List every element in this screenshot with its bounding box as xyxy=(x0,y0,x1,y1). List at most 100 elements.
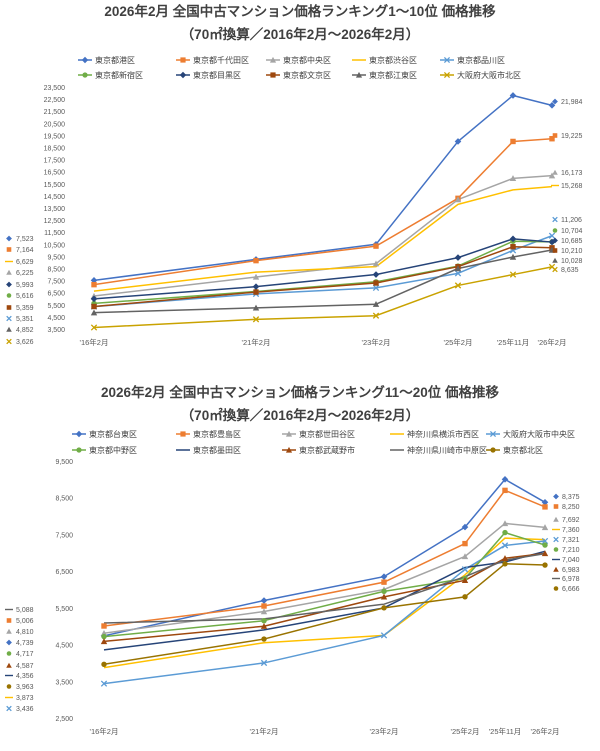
chart2-start-marker xyxy=(6,628,12,634)
chart2-data-point xyxy=(501,520,509,527)
chart1-y-tick-label: 19,500 xyxy=(44,133,66,140)
chart1-end-marker xyxy=(552,266,558,273)
chart2-series-line xyxy=(103,522,546,634)
chart2-title: 2026年2月 全国中古マンション価格ランキング11～20位 価格推移 xyxy=(101,384,499,400)
chart2-data-point xyxy=(260,659,268,667)
chart1-data-point xyxy=(252,273,260,280)
chart2-data-point xyxy=(501,476,509,483)
chart1-group: 3,500 4,500 5,500 6,500 7,500 8,500 9,500 10,50… xyxy=(5,55,583,347)
chart2-legend-marker xyxy=(285,430,293,437)
chart1-end-data-label: 21,984 xyxy=(561,99,583,106)
chart2-x-tick-label: '25年2月 xyxy=(451,726,480,736)
chart2-data-point xyxy=(461,566,469,573)
chart1-legend-marker xyxy=(179,71,187,79)
chart1-data-point xyxy=(548,238,556,246)
chart2-start-marker xyxy=(6,639,12,646)
chart1-y-tick-label: 5,500 xyxy=(47,303,65,310)
chart2-data-point xyxy=(542,504,548,510)
chart2-data-point xyxy=(100,680,108,687)
chart2-legend-label: 東京都台東区 xyxy=(89,429,137,439)
chart1-data-point xyxy=(548,102,556,109)
chart1-data-point xyxy=(253,257,259,264)
chart1-end-data-label: 15,268 xyxy=(561,183,583,190)
chart2-start-data-label: 4,356 xyxy=(16,673,34,680)
chart1-start-marker xyxy=(6,305,12,310)
chart2-series-line xyxy=(103,478,546,637)
chart1-data-point xyxy=(90,295,98,303)
chart1-start-data-label: 5,993 xyxy=(16,282,34,289)
chart2-data-point xyxy=(462,594,468,600)
chart2-y-tick-label: 4,500 xyxy=(55,643,73,650)
chart1-data-point xyxy=(373,280,379,286)
chart1-data-point xyxy=(454,270,462,277)
chart1-start-marker xyxy=(6,281,12,288)
chart1-end-data-label: 10,028 xyxy=(561,258,583,265)
chart1-y-tick-label: 22,500 xyxy=(44,97,66,104)
chart1-y-tick-label: 21,500 xyxy=(44,109,66,116)
chart2-end-marker xyxy=(553,586,559,591)
chart2-data-point xyxy=(502,561,508,567)
chart1-end-marker xyxy=(552,133,558,138)
chart1-start-data-label: 4,852 xyxy=(16,327,34,334)
chart2-end-data-label: 8,250 xyxy=(562,504,580,511)
chart2-data-point xyxy=(381,605,387,611)
chart1-legend-marker xyxy=(355,71,363,78)
chart1-start-data-label: 5,359 xyxy=(16,305,34,312)
chart2-x-tick-label: '26年2月 xyxy=(531,726,560,736)
chart1-data-point xyxy=(549,136,555,142)
chart2-x-tick-label: '16年2月 xyxy=(90,726,119,736)
chart2-start-marker xyxy=(6,705,12,712)
chart1-data-point xyxy=(372,312,380,319)
chart2-start-marker xyxy=(6,662,12,668)
chart2-end-marker xyxy=(553,536,559,543)
chart2-data-point xyxy=(260,608,268,615)
chart2-data-point xyxy=(461,523,469,531)
chart2-data-point xyxy=(380,573,388,580)
chart1-y-tick-label: 15,500 xyxy=(44,182,66,189)
chart2-end-marker xyxy=(553,516,559,522)
chart2-series-line xyxy=(103,550,546,651)
chart2-data-point xyxy=(101,633,107,640)
chart1-y-tick-label: 20,500 xyxy=(44,121,66,128)
chart2-data-point xyxy=(501,542,509,549)
chart1-data-point xyxy=(90,277,98,284)
chart1-series-line xyxy=(93,266,553,329)
chart1-y-tick-label: 17,500 xyxy=(44,158,66,165)
chart1-legend-marker xyxy=(443,56,451,64)
chart2-series-line xyxy=(103,563,546,666)
chart2-data-point xyxy=(260,623,268,629)
chart2-legend-marker xyxy=(76,447,82,453)
chart1-data-point xyxy=(509,271,517,278)
chart2-legend-label: 東京都北区 xyxy=(503,445,543,455)
chart2-legend-marker xyxy=(285,446,293,453)
chart1-data-point xyxy=(509,92,517,99)
chart2-legend-label: 神奈川県横浜市西区 xyxy=(407,429,479,439)
chart1-legend-marker xyxy=(81,56,89,64)
chart1-y-tick-label: 10,500 xyxy=(44,242,66,249)
chart2-end-data-label: 6,666 xyxy=(562,586,580,593)
chart2-start-data-label: 4,717 xyxy=(16,651,34,658)
chart2-legend-marker xyxy=(75,430,83,438)
chart2-legend-label: 東京都墨田区 xyxy=(193,445,241,455)
chart2-end-data-label: 7,321 xyxy=(562,537,580,544)
chart2-data-point xyxy=(261,618,267,624)
chart2-y-tick-label: 9,500 xyxy=(55,459,73,466)
chart1-start-marker xyxy=(6,293,12,298)
chart2-end-marker xyxy=(553,566,559,572)
chart1-data-point xyxy=(548,232,556,239)
chart2-start-data-label: 3,963 xyxy=(16,684,34,691)
chart1-subtitle: （70㎡換算／2016年2月～2026年2月） xyxy=(181,26,420,42)
chart1-y-tick-label: 13,500 xyxy=(44,206,66,213)
chart1-data-point xyxy=(253,289,259,295)
chart1-x-tick-label: '23年2月 xyxy=(362,337,391,347)
chart1-series-line xyxy=(93,238,553,300)
chart2-legend-label: 大阪府大阪市中央区 xyxy=(503,429,575,439)
chart2-series-line xyxy=(103,537,546,669)
chart1-y-tick-label: 8,500 xyxy=(47,267,65,274)
chart2-end-marker xyxy=(553,504,559,509)
chart1-start-marker xyxy=(6,269,12,275)
chart1-data-point xyxy=(509,253,517,260)
chart2-start-data-label: 4,810 xyxy=(16,629,34,636)
chart1-data-point xyxy=(252,316,260,323)
chart2-legend-marker xyxy=(490,447,496,453)
